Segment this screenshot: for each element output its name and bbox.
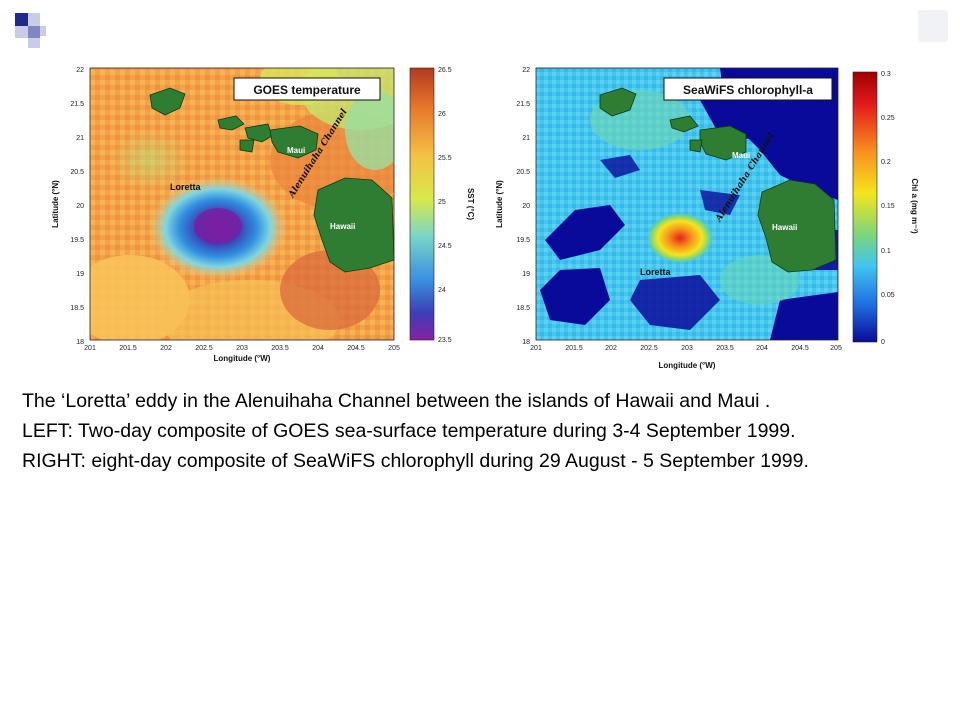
y-tick: 21 <box>522 135 530 142</box>
colorbar-tick: 0.1 <box>881 248 891 255</box>
colorbar-tick: 24 <box>438 287 446 294</box>
corner-decoration <box>918 10 948 42</box>
right-map: SeaWiFS chlorophyll-a Loretta Maui Hawai… <box>495 67 919 370</box>
chlorophyll-colorbar-label: Chl a (mg m⁻³) <box>910 178 919 234</box>
right-eddy-label: Loretta <box>640 267 671 277</box>
colorbar-tick: 0.2 <box>881 159 891 166</box>
right-x-axis-label: Longitude (°W) <box>659 361 716 370</box>
colorbar-tick: 0 <box>881 339 885 346</box>
y-tick: 21.5 <box>70 101 84 108</box>
y-tick: 20 <box>76 203 84 210</box>
y-tick: 19.5 <box>516 237 530 244</box>
left-maui-label: Maui <box>287 146 305 155</box>
right-y-ticks: 22 21.5 21 20.5 20 19.5 19 18.5 18 <box>516 67 530 346</box>
x-tick: 204 <box>756 345 768 352</box>
caption: The ‘Loretta’ eddy in the Alenuihaha Cha… <box>22 390 942 480</box>
colorbar-tick: 26.5 <box>438 67 452 74</box>
sst-colorbar-label: SST (°C) <box>466 188 475 220</box>
colorbar-tick: 0.15 <box>881 203 895 210</box>
sst-colorbar-ticks: 26.5 26 25.5 25 24.5 24 23.5 <box>438 67 452 344</box>
x-tick: 201 <box>84 345 96 352</box>
slide-logo <box>15 13 46 48</box>
x-tick: 203.5 <box>271 345 289 352</box>
x-tick: 203 <box>236 345 248 352</box>
x-tick: 203.5 <box>716 345 734 352</box>
caption-line-3: RIGHT: eight-day composite of SeaWiFS ch… <box>22 450 809 472</box>
y-tick: 19 <box>76 271 84 278</box>
x-tick: 202.5 <box>195 345 213 352</box>
y-tick: 20 <box>522 203 530 210</box>
y-tick: 21.5 <box>516 101 530 108</box>
figure-panel: GOES temperature Loretta Maui Hawaii Ale… <box>51 67 919 370</box>
x-tick: 205 <box>830 345 842 352</box>
left-x-ticks: 201 201.5 202 202.5 203 203.5 204 204.5 … <box>84 345 400 352</box>
y-tick: 19 <box>522 271 530 278</box>
caption-line-2: LEFT: Two-day composite of GOES sea-surf… <box>22 420 796 442</box>
colorbar-tick: 24.5 <box>438 243 452 250</box>
left-eddy-label: Loretta <box>170 182 201 192</box>
colorbar-tick: 26 <box>438 111 446 118</box>
x-tick: 202.5 <box>640 345 658 352</box>
x-tick: 201.5 <box>565 345 583 352</box>
right-maui-label: Maui <box>732 151 750 160</box>
right-map-title: SeaWiFS chlorophyll-a <box>683 83 813 97</box>
y-tick: 20.5 <box>516 169 530 176</box>
chlorophyll-colorbar <box>852 71 878 343</box>
y-tick: 22 <box>522 67 530 74</box>
y-tick: 18.5 <box>516 305 530 312</box>
island-shapes-right <box>599 87 837 273</box>
y-tick: 18 <box>76 339 84 346</box>
right-hawaii-label: Hawaii <box>772 223 797 232</box>
x-tick: 205 <box>388 345 400 352</box>
sst-colorbar <box>409 67 435 341</box>
colorbar-tick: 0.25 <box>881 115 895 122</box>
left-x-axis-label: Longitude (°W) <box>214 354 271 363</box>
x-tick: 204.5 <box>791 345 809 352</box>
left-map-title: GOES temperature <box>253 83 361 97</box>
island-shapes-left <box>149 87 395 273</box>
y-tick: 22 <box>76 67 84 74</box>
x-tick: 201 <box>530 345 542 352</box>
colorbar-tick: 25.5 <box>438 155 452 162</box>
x-tick: 202 <box>605 345 617 352</box>
left-map: GOES temperature Loretta Maui Hawaii Ale… <box>51 67 475 363</box>
y-tick: 18 <box>522 339 530 346</box>
right-x-ticks: 201 201.5 202 202.5 203 203.5 204 204.5 … <box>530 345 842 352</box>
x-tick: 204.5 <box>347 345 365 352</box>
chlorophyll-colorbar-ticks: 0.3 0.25 0.2 0.15 0.1 0.05 0 <box>881 71 895 346</box>
right-y-axis-label: Latitude (°N) <box>495 180 504 228</box>
colorbar-tick: 0.3 <box>881 71 891 78</box>
left-y-axis-label: Latitude (°N) <box>51 180 60 228</box>
x-tick: 202 <box>160 345 172 352</box>
left-hawaii-label: Hawaii <box>330 222 355 231</box>
y-tick: 20.5 <box>70 169 84 176</box>
colorbar-tick: 25 <box>438 199 446 206</box>
caption-line-1: The ‘Loretta’ eddy in the Alenuihaha Cha… <box>22 390 771 412</box>
left-y-ticks: 22 21.5 21 20.5 20 19.5 19 18.5 18 <box>70 67 84 346</box>
chlorophyll-field <box>536 68 838 340</box>
x-tick: 203 <box>681 345 693 352</box>
colorbar-tick: 23.5 <box>438 337 452 344</box>
y-tick: 21 <box>76 135 84 142</box>
x-tick: 201.5 <box>119 345 137 352</box>
y-tick: 18.5 <box>70 305 84 312</box>
colorbar-tick: 0.05 <box>881 292 895 299</box>
y-tick: 19.5 <box>70 237 84 244</box>
x-tick: 204 <box>312 345 324 352</box>
